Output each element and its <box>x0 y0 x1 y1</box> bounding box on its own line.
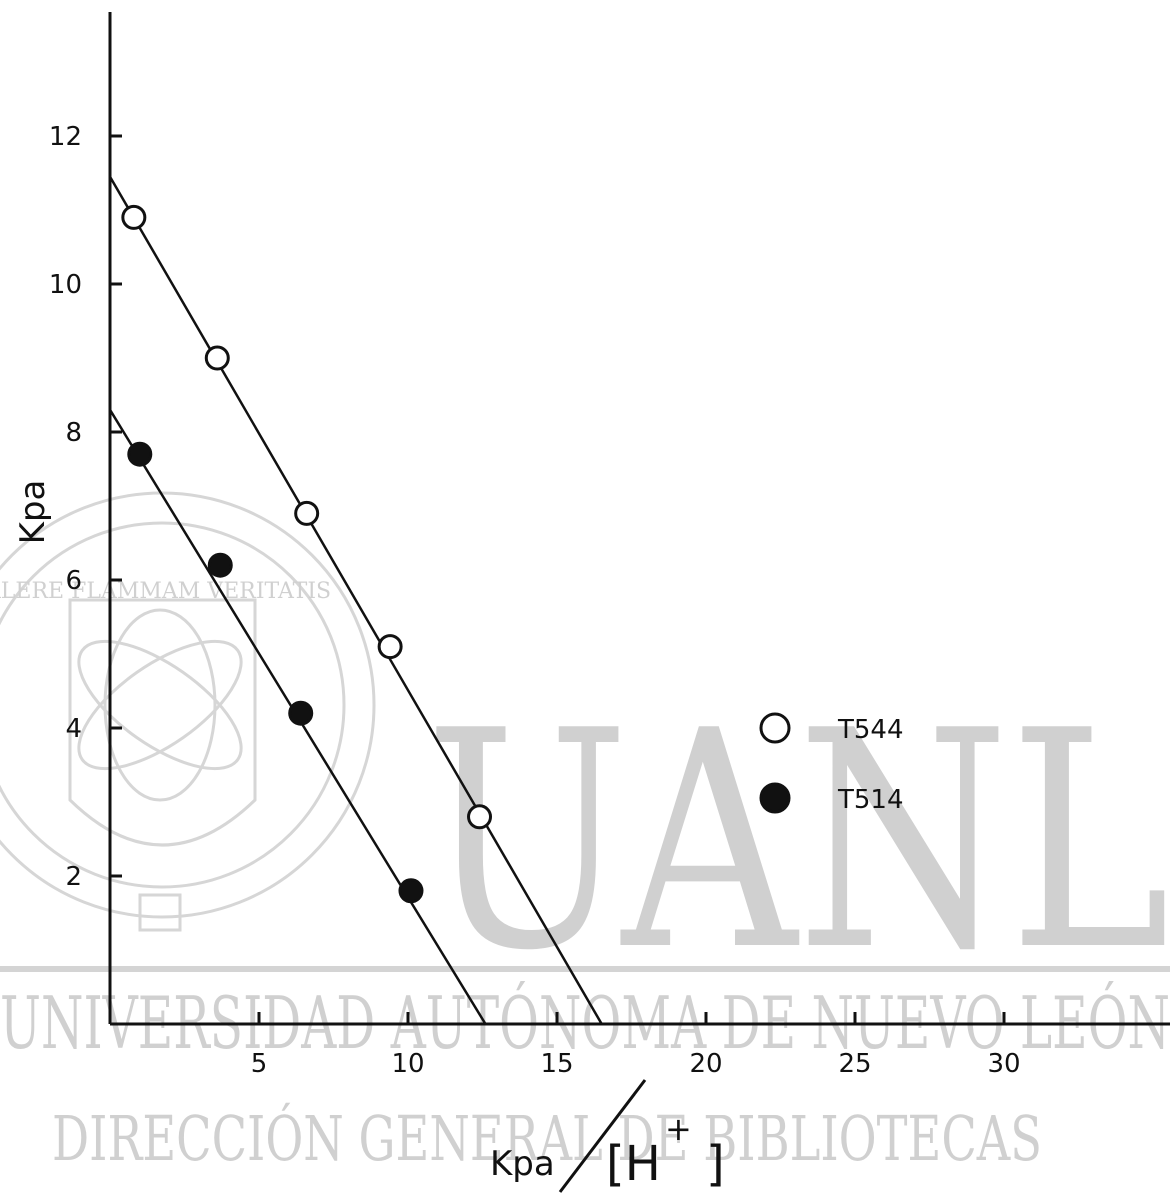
legend-label-t514: T514 <box>837 785 904 815</box>
legend-marker-open-circle <box>759 712 791 744</box>
data-point-t544 <box>294 500 320 526</box>
watermark-uanl: UANL <box>425 667 1170 1016</box>
fit-line-t544 <box>108 176 603 1025</box>
x-tick-label: 30 <box>987 1049 1020 1079</box>
legend: T544 T514 <box>759 712 904 815</box>
watermark: ALERE FLAMMAM VERITATIS UANL UNIVERSIDAD… <box>0 491 1170 1175</box>
legend-marker-filled-circle <box>759 782 791 814</box>
seal-emblem <box>0 491 376 932</box>
x-tick-label: 10 <box>391 1049 424 1079</box>
data-point-t544 <box>204 345 230 371</box>
data-point-t514 <box>127 441 153 467</box>
y-tick-label: 12 <box>49 122 82 152</box>
legend-item-t544: T544 <box>759 712 904 745</box>
y-tick-label: 4 <box>65 714 82 744</box>
data-point-t544 <box>377 634 403 660</box>
y-tick-label: 2 <box>65 862 82 892</box>
legend-item-t514: T514 <box>759 782 904 815</box>
axes <box>108 12 1170 1026</box>
y-axis-title: Kpa <box>13 480 53 545</box>
data-point-t514 <box>207 552 233 578</box>
watermark-band <box>0 966 1170 972</box>
data-point-t514 <box>398 878 424 904</box>
x-axis-title-slash <box>558 1079 647 1193</box>
x-axis-title-h: [H <box>606 1136 661 1192</box>
data-point-t514 <box>288 700 314 726</box>
x-tick-label: 15 <box>540 1049 573 1079</box>
watermark-library: DIRECCIÓN GENERAL DE BIBLIOTECAS <box>52 1102 1042 1175</box>
y-tick-label: 8 <box>65 418 82 448</box>
data-point-t544 <box>121 204 147 230</box>
data-point-t544 <box>467 804 493 830</box>
y-tick-label: 6 <box>65 566 82 596</box>
x-axis-title-kpa: Kpa <box>490 1144 555 1184</box>
x-axis-title-plus: + <box>665 1110 692 1148</box>
x-axis-title: Kpa [H + ] <box>490 1079 725 1193</box>
x-axis-title-bracket: ] <box>706 1136 725 1192</box>
x-tick-label: 5 <box>251 1049 268 1079</box>
x-tick-label: 25 <box>838 1049 871 1079</box>
x-tick-label: 20 <box>689 1049 722 1079</box>
legend-label-t544: T544 <box>837 715 904 745</box>
y-tick-label: 10 <box>49 270 82 300</box>
seal-motto: ALERE FLAMMAM VERITATIS <box>0 579 331 604</box>
